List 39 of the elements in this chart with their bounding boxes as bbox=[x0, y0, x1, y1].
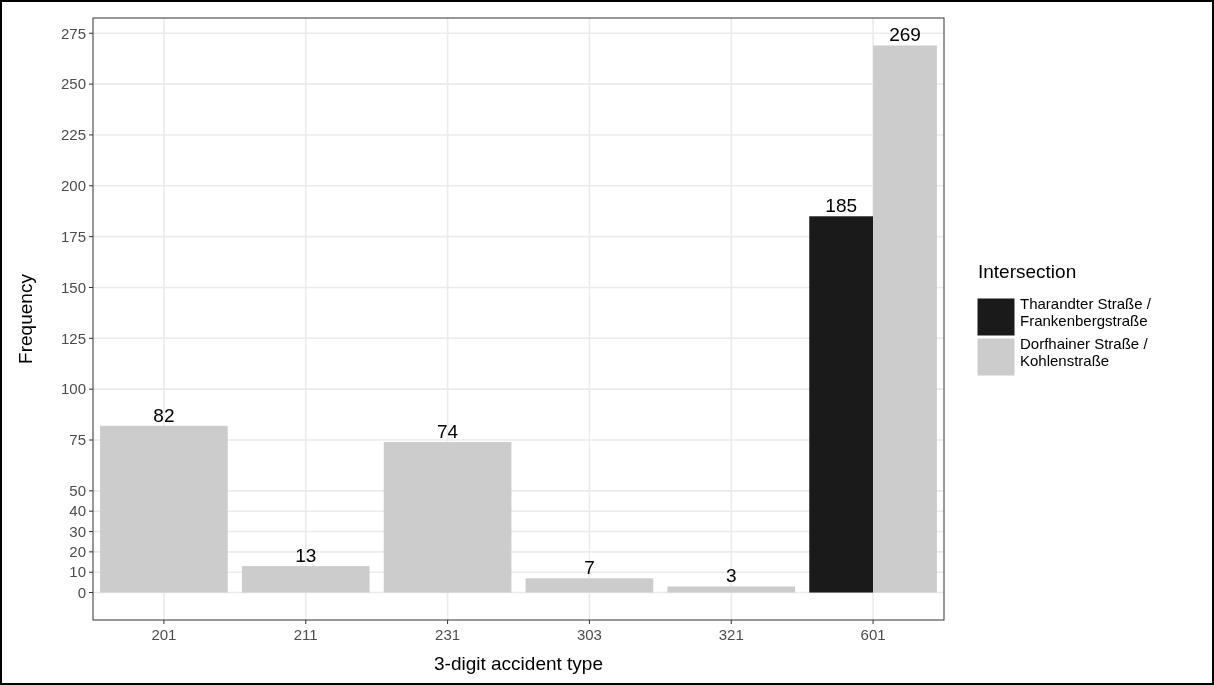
data-label: 269 bbox=[889, 24, 921, 46]
y-tick-label: 40 bbox=[69, 502, 86, 520]
y-tick-label: 50 bbox=[69, 482, 86, 500]
data-label: 82 bbox=[153, 404, 175, 426]
x-tick-label: 201 bbox=[151, 626, 177, 643]
x-tick-label: 601 bbox=[860, 626, 886, 643]
bar bbox=[100, 425, 228, 593]
bar bbox=[809, 216, 874, 593]
legend-title: Intersection bbox=[978, 261, 1077, 282]
bar bbox=[525, 578, 654, 593]
data-label: 185 bbox=[825, 195, 858, 217]
bar bbox=[667, 586, 796, 593]
y-tick-label: 30 bbox=[69, 522, 86, 540]
y-tick-label: 10 bbox=[69, 563, 86, 581]
data-label: 7 bbox=[584, 557, 595, 579]
x-axis-title: 3-digit accident type bbox=[434, 653, 603, 674]
y-tick-label: 125 bbox=[60, 329, 86, 347]
x-tick-label: 211 bbox=[293, 626, 318, 643]
bar bbox=[241, 566, 370, 593]
data-label: 3 bbox=[725, 565, 737, 587]
y-tick-label: 200 bbox=[60, 177, 86, 195]
y-tick-label: 0 bbox=[77, 583, 86, 601]
data-label: 74 bbox=[437, 421, 459, 443]
y-tick-label: 225 bbox=[60, 126, 86, 144]
bar bbox=[383, 442, 512, 593]
y-tick-label: 250 bbox=[60, 75, 86, 93]
y-tick-label: 275 bbox=[60, 24, 86, 42]
legend-label: Dorfhainer Straße / Kohlenstraße bbox=[1020, 334, 1149, 369]
y-tick-label: 20 bbox=[69, 543, 86, 561]
x-tick-label: 321 bbox=[718, 626, 744, 643]
y-tick-label: 150 bbox=[60, 278, 86, 296]
y-tick-label: 175 bbox=[60, 227, 86, 245]
legend-label: Tharandter Straße / Frankenbergstraße bbox=[1020, 294, 1152, 329]
y-tick-label: 100 bbox=[60, 380, 86, 398]
x-tick-label: 231 bbox=[435, 626, 461, 643]
y-tick-label: 75 bbox=[69, 431, 86, 449]
data-label: 13 bbox=[295, 545, 317, 567]
x-tick-label: 303 bbox=[576, 626, 602, 643]
y-axis-title: Frequency bbox=[15, 273, 36, 364]
